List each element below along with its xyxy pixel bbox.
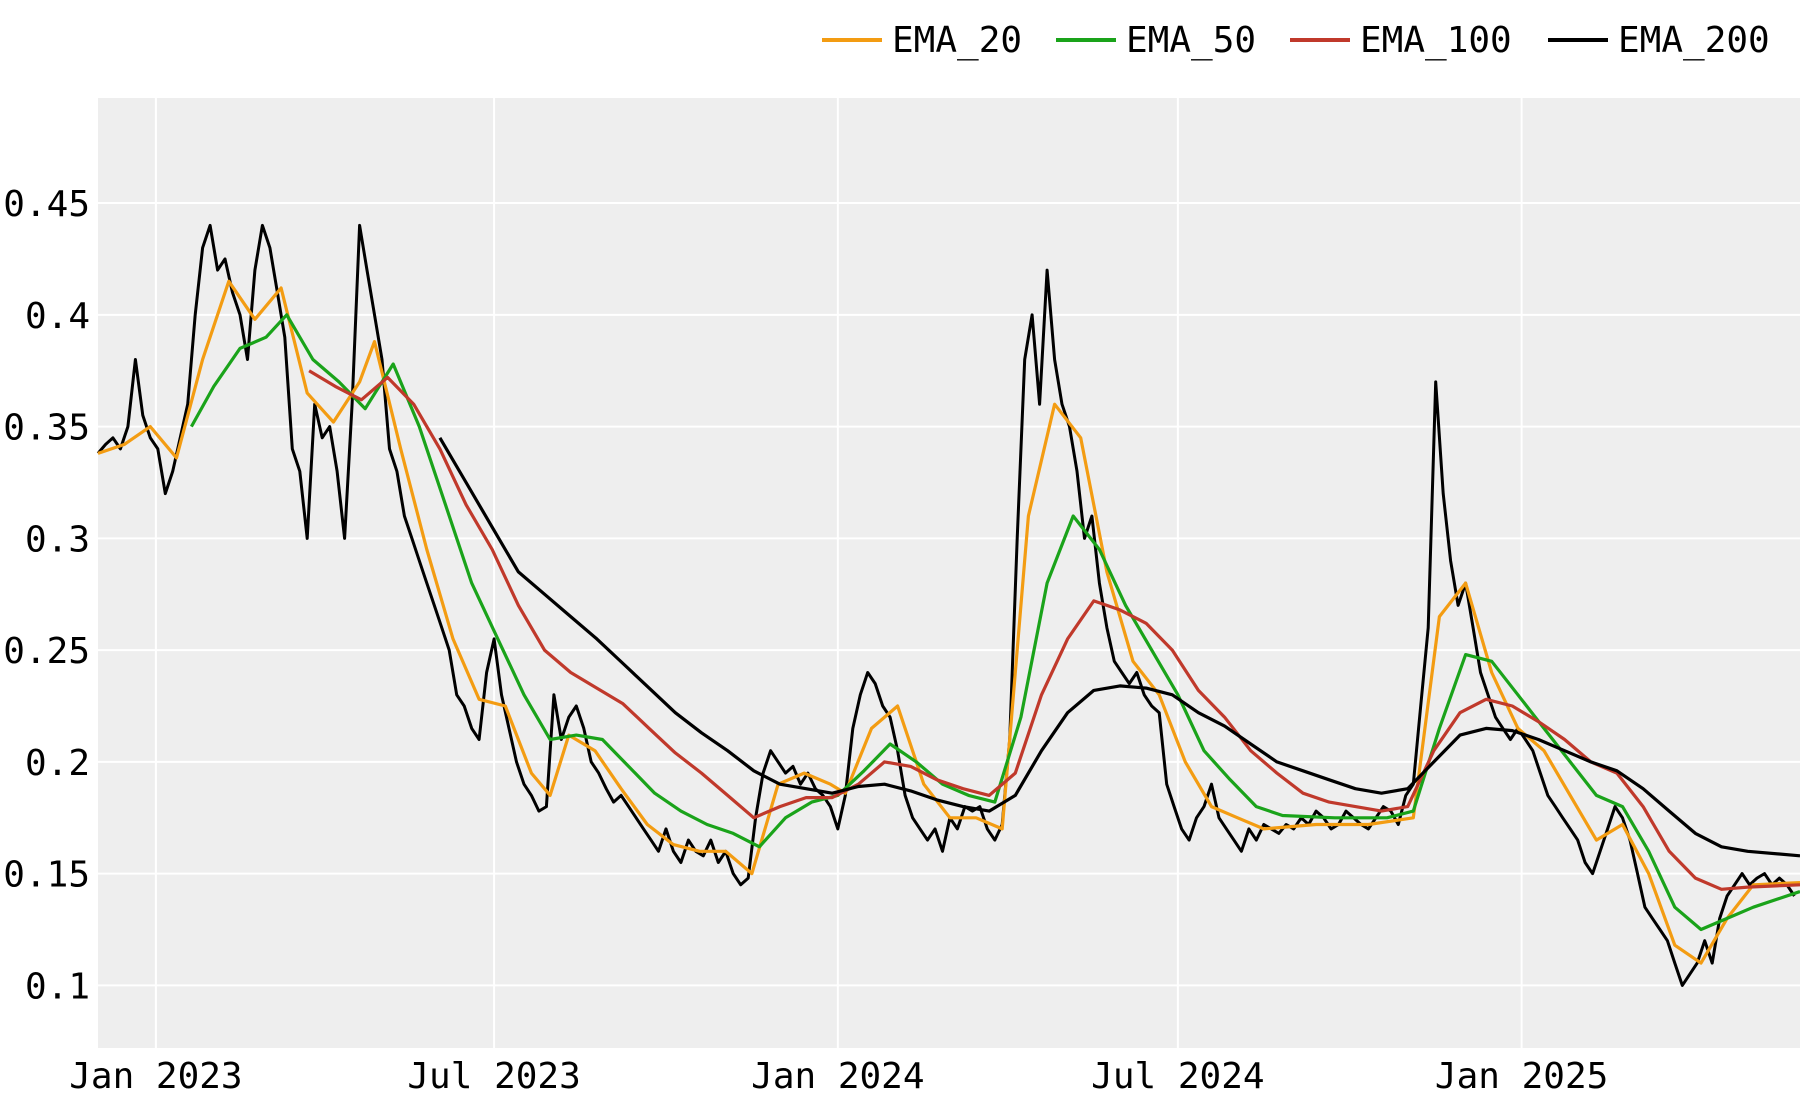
- plot-background: [98, 98, 1800, 1048]
- series-line-ema-100: [308, 369, 1800, 891]
- series-line-ema-50: [190, 313, 1800, 932]
- legend-label: EMA_50: [1126, 20, 1256, 61]
- y-tick-label: 0.3: [25, 519, 90, 560]
- x-tick-label: Jul 2023: [407, 1056, 580, 1097]
- x-tick-label: Jan 2023: [69, 1056, 242, 1097]
- y-tick-label: 0.35: [3, 408, 90, 449]
- legend: EMA_20 EMA_50 EMA_100 EMA_200: [822, 20, 1770, 61]
- legend-label: EMA_100: [1360, 20, 1512, 61]
- series-line-ema-200: [438, 436, 1800, 858]
- y-tick-label: 0.1: [25, 966, 90, 1007]
- series-line-ema-20: [97, 279, 1800, 965]
- y-tick-label: 0.15: [3, 855, 90, 896]
- ema-series: [97, 279, 1800, 965]
- x-tick-label: Jul 2024: [1091, 1056, 1264, 1097]
- price-line: [96, 223, 1796, 987]
- legend-label: EMA_20: [892, 20, 1022, 61]
- grid-lines: [98, 98, 1800, 1048]
- y-tick-label: 0.45: [3, 184, 90, 225]
- x-tick-label: Jan 2025: [1435, 1056, 1608, 1097]
- legend-label: EMA_200: [1618, 20, 1770, 61]
- y-axis-tick-labels: 0.1 0.15 0.2 0.25 0.3 0.35 0.4 0.45: [3, 184, 90, 1007]
- price-series: [96, 223, 1796, 987]
- y-tick-label: 0.25: [3, 631, 90, 672]
- y-tick-label: 0.2: [25, 743, 90, 784]
- y-tick-label: 0.4: [25, 296, 90, 337]
- x-axis-tick-labels: Jan 2023 Jul 2023 Jan 2024 Jul 2024 Jan 2025: [69, 1056, 1608, 1097]
- x-tick-label: Jan 2024: [751, 1056, 924, 1097]
